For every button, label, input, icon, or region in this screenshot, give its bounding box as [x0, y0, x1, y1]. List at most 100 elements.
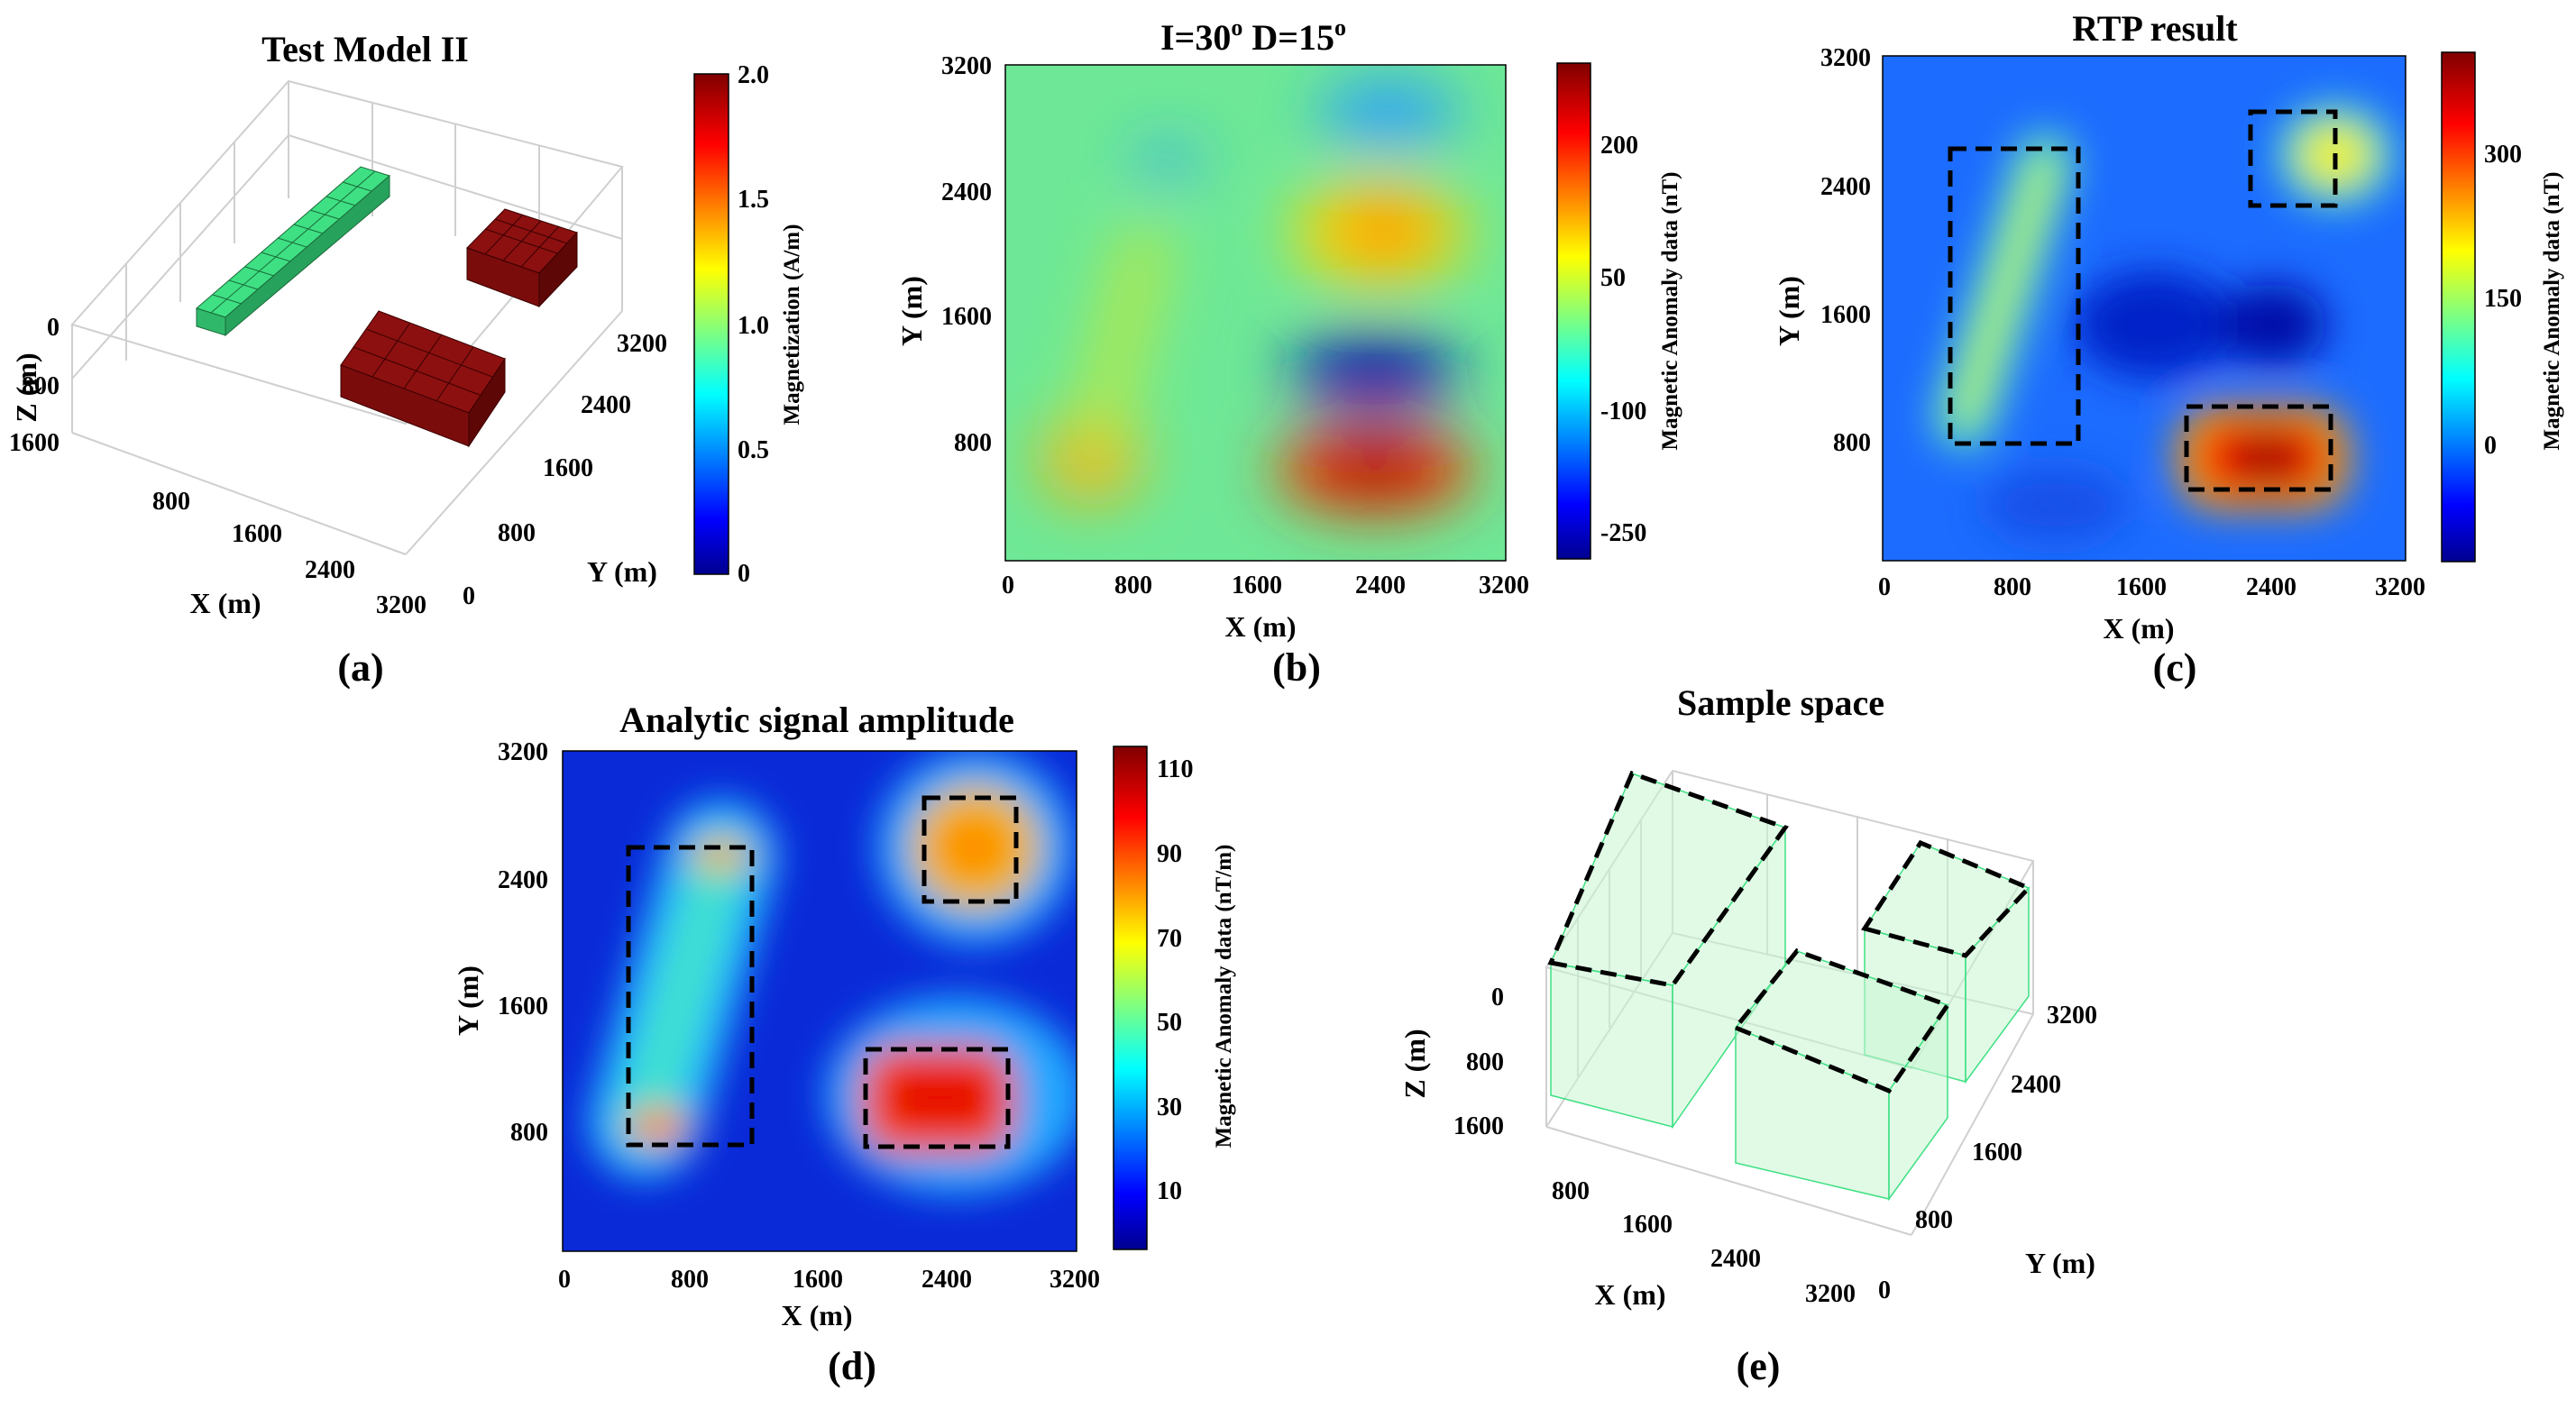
panel-c-title: RTP result [2072, 8, 2238, 49]
c-cb-label: Magnetic Anomaly data (nT) [2540, 171, 2564, 450]
d-x-tick: 0 [558, 1266, 571, 1294]
e-y-tick: 3200 [2047, 1002, 2097, 1029]
a-y-label: Y (m) [587, 555, 657, 588]
d-colorbar [1113, 746, 1148, 1250]
d-cb-tick: 110 [1157, 755, 1193, 783]
b-x-tick: 3200 [1479, 572, 1529, 599]
b-y-tick: 2400 [941, 178, 992, 206]
e-y-tick: 800 [1915, 1206, 1953, 1234]
d-box-block-north [921, 795, 1019, 904]
a-x-tick: 2400 [305, 556, 355, 584]
panel-d: Analytic signal amplitude 3200 2400 [452, 700, 1236, 1388]
e-y-tick: 1600 [1972, 1139, 2022, 1167]
c-y-tick: 800 [1833, 429, 1871, 457]
a-x-tick: 3200 [376, 591, 426, 619]
panel-e-title: Sample space [1677, 682, 1884, 723]
b-cb-tick: 200 [1600, 132, 1638, 160]
b-title-prefix: I=30 [1160, 17, 1231, 58]
d-cb-tick: 10 [1157, 1177, 1182, 1205]
d-y-tick: 800 [510, 1119, 548, 1147]
a-x-tick: 1600 [232, 520, 282, 548]
panel-b: I=30o D=15o 3200 2400 1600 800 Y (m) 0 [895, 14, 1682, 690]
c-box-block-south [2184, 404, 2333, 492]
b-x-tick: 0 [1002, 572, 1014, 599]
c-box-block-north [2248, 109, 2338, 208]
panel-d-title: Analytic signal amplitude [619, 700, 1014, 740]
a-cb-tick: 0 [738, 560, 750, 588]
e-z-tick: 0 [1491, 984, 1504, 1011]
c-cb-tick: 150 [2484, 285, 2522, 313]
a-cb-tick: 2.0 [738, 61, 769, 89]
e-x-tick: 2400 [1710, 1245, 1761, 1273]
block-south [340, 310, 506, 448]
dike-body [195, 166, 391, 337]
panel-a-label: (a) [337, 645, 383, 690]
d-x-tick: 800 [671, 1266, 709, 1294]
d-box-block-south [863, 1047, 1011, 1149]
d-y-label: Y (m) [452, 965, 484, 1036]
b-cb-tick: -100 [1600, 398, 1646, 425]
d-y-tick: 1600 [498, 993, 548, 1020]
d-x-label: X (m) [781, 1299, 852, 1331]
panel-b-title: I=30o D=15o [1160, 14, 1346, 58]
c-box-dike [1948, 146, 2081, 446]
block-north [466, 208, 578, 308]
a-cb-tick: 1.0 [738, 312, 769, 340]
a-z-label: Z (m) [10, 352, 42, 422]
a-colorbar [693, 73, 729, 575]
e-x-tick: 800 [1552, 1177, 1590, 1205]
b-title-sup: o [1231, 14, 1242, 41]
e-z-label: Z (m) [1398, 1029, 1431, 1098]
sample-box-block-south [1734, 950, 1949, 1202]
panel-c-label: (c) [2153, 645, 2197, 690]
d-cb-tick: 90 [1157, 840, 1182, 868]
panel-d-label: (d) [828, 1344, 876, 1388]
d-y-tick: 2400 [498, 866, 548, 894]
b-x-tick: 2400 [1355, 572, 1406, 599]
b-y-label: Y (m) [895, 276, 928, 346]
e-dashed-top-block-south [1731, 948, 1951, 1094]
a-cb-tick: 0.5 [738, 436, 769, 464]
a-y-tick: 1600 [543, 454, 593, 482]
b-cb-tick: 50 [1600, 264, 1626, 292]
a-cb-label: Magnetization (A/m) [780, 224, 804, 425]
c-y-tick: 1600 [1820, 301, 1871, 329]
c-x-tick: 3200 [2375, 573, 2425, 601]
b-y-tick: 1600 [941, 303, 992, 331]
d-dashed-boxes [626, 795, 1019, 1149]
a-cb-tick: 1.5 [738, 186, 769, 214]
d-cb-tick: 30 [1157, 1093, 1182, 1121]
panel-a: Test Model II [9, 29, 804, 690]
c-cb-tick: 300 [2484, 141, 2522, 169]
e-dashed-top-dike [1547, 770, 1789, 988]
e-x-tick: 1600 [1622, 1211, 1673, 1239]
a-y-tick: 2400 [581, 391, 631, 419]
e-x-tick: 3200 [1805, 1280, 1856, 1308]
b-title-sup: o [1334, 14, 1346, 41]
c-x-tick: 0 [1878, 573, 1891, 601]
b-x-label: X (m) [1224, 610, 1296, 643]
c-x-tick: 2400 [2246, 573, 2296, 601]
d-cb-tick: 50 [1157, 1009, 1182, 1037]
c-heatmap [1883, 56, 2406, 561]
b-cb-tick: -250 [1600, 519, 1646, 547]
e-x-label: X (m) [1594, 1278, 1665, 1311]
panel-b-label: (b) [1272, 645, 1321, 690]
b-x-tick: 800 [1114, 572, 1152, 599]
b-x-tick: 1600 [1232, 572, 1282, 599]
d-y-tick: 3200 [498, 738, 548, 766]
c-y-label: Y (m) [1773, 276, 1805, 346]
c-cb-tick: 0 [2484, 432, 2497, 460]
c-plot-frame [1882, 55, 2406, 562]
a-z-tick: 0 [47, 314, 60, 342]
b-cb-label: Magnetic Anomaly data (nT) [1658, 171, 1682, 450]
a-y-tick: 0 [463, 582, 475, 610]
d-cb-label: Magnetic Anomaly data (nT/m) [1212, 845, 1236, 1148]
e-y-tick: 2400 [2011, 1071, 2061, 1099]
e-z-tick: 1600 [1453, 1112, 1504, 1140]
b-plot-frame [1004, 64, 1507, 562]
e-y-tick: 0 [1878, 1276, 1891, 1304]
c-y-tick: 3200 [1820, 44, 1871, 72]
c-dashed-boxes [1948, 109, 2338, 492]
c-x-tick: 800 [1994, 573, 2031, 601]
